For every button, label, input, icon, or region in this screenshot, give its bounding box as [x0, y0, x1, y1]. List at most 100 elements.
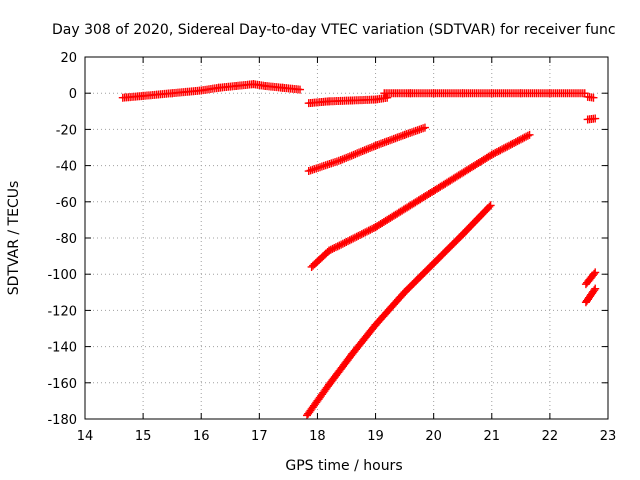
data-point: [335, 241, 344, 250]
y-tick-label: -160: [47, 377, 77, 392]
data-point: [367, 143, 376, 152]
data-point: [362, 145, 371, 154]
data-point: [511, 138, 520, 147]
y-tick-label: 0: [69, 87, 77, 102]
data-point: [296, 85, 305, 94]
data-series: [307, 130, 534, 271]
data-point: [520, 133, 529, 142]
data-point: [589, 93, 598, 102]
y-tick-label: -120: [47, 304, 77, 319]
data-point: [518, 134, 527, 143]
data-point: [496, 146, 505, 155]
data-point: [345, 152, 354, 161]
data-point: [487, 150, 496, 159]
y-tick-label: -60: [56, 196, 77, 211]
data-point: [362, 227, 371, 236]
x-tick-label: 16: [193, 429, 210, 444]
data-series: [583, 92, 598, 102]
chart-title: Day 308 of 2020, Sidereal Day-to-day VTE…: [52, 22, 616, 38]
data-point: [333, 242, 342, 251]
ticks: 14 15 16 17 18 19 20 21 22 23 20 0 -20 -40 -60 -80 -100 -…: [47, 51, 616, 444]
data-point: [498, 145, 507, 154]
data-point: [369, 142, 378, 151]
y-tick-label: -80: [56, 232, 77, 247]
data-series: [304, 93, 392, 108]
data-series: [302, 201, 495, 420]
data-point: [486, 151, 495, 160]
data-point: [345, 236, 354, 245]
data-point: [350, 233, 359, 242]
data-point: [355, 148, 364, 157]
data-point: [356, 230, 365, 239]
data-point: [356, 147, 365, 156]
data-series: [581, 268, 600, 289]
data-point: [499, 144, 508, 153]
data-point: [369, 224, 378, 233]
data-point: [338, 239, 347, 248]
data-point: [516, 135, 525, 144]
data-point: [347, 235, 356, 244]
data-point: [347, 151, 356, 160]
data-point: [364, 226, 373, 235]
data-point: [491, 148, 500, 157]
x-tick-label: 22: [542, 429, 559, 444]
data-point: [344, 237, 353, 246]
data-point: [501, 143, 510, 152]
data-point: [340, 154, 349, 163]
x-tick-label: 19: [367, 429, 384, 444]
x-axis-label: GPS time / hours: [285, 458, 402, 474]
x-tick-label: 14: [77, 429, 94, 444]
x-tick-label: 15: [135, 429, 152, 444]
x-tick-label: 20: [425, 429, 442, 444]
data-point: [342, 153, 351, 162]
data-point: [349, 150, 358, 159]
data-point: [525, 130, 534, 139]
x-tick-label: 17: [251, 429, 268, 444]
data-point: [494, 147, 503, 156]
data-point: [352, 232, 361, 241]
data-point: [357, 230, 366, 239]
y-tick-label: -140: [47, 341, 77, 356]
data-point: [383, 93, 392, 102]
data-point: [515, 136, 524, 145]
data-point: [359, 229, 368, 238]
data-point: [364, 144, 373, 153]
data-point: [366, 225, 375, 234]
data-series: [118, 80, 305, 102]
data-point: [342, 237, 351, 246]
data-point: [330, 244, 339, 253]
data-series: [581, 284, 600, 307]
data-point: [338, 155, 347, 164]
y-tick-label: -180: [47, 413, 77, 428]
data-point: [368, 224, 377, 233]
data-point: [523, 131, 532, 140]
data-point: [366, 143, 375, 152]
data-point: [522, 132, 531, 141]
data-point: [340, 238, 349, 247]
y-tick-label: 20: [60, 51, 77, 66]
x-tick-label: 21: [484, 429, 501, 444]
data-point: [328, 244, 337, 253]
data-points: [118, 80, 600, 420]
data-point: [508, 139, 517, 148]
data-point: [590, 286, 599, 295]
data-point: [360, 146, 369, 155]
data-point: [503, 142, 512, 151]
data-point: [489, 149, 498, 158]
y-axis-label: SDTVAR / TECUs: [6, 181, 22, 296]
data-point: [358, 147, 367, 156]
x-tick-label: 18: [309, 429, 326, 444]
data-point: [510, 138, 519, 147]
data-point: [336, 156, 345, 165]
data-point: [486, 201, 495, 210]
data-point: [337, 240, 346, 249]
data-point: [326, 245, 335, 254]
data-point: [420, 123, 429, 132]
data-series: [583, 114, 600, 124]
data-point: [361, 228, 370, 237]
data-point: [331, 243, 340, 252]
data-point: [351, 150, 360, 159]
data-point: [591, 114, 600, 123]
data-series: [380, 89, 589, 98]
